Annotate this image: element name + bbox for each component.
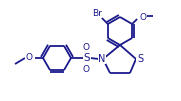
- Text: O: O: [83, 43, 89, 52]
- Text: O: O: [83, 65, 89, 74]
- Text: S: S: [137, 54, 143, 64]
- Text: N: N: [98, 54, 106, 64]
- Text: Br: Br: [92, 8, 102, 17]
- Text: S: S: [84, 53, 90, 63]
- Text: O: O: [140, 13, 147, 22]
- Text: O: O: [26, 54, 33, 63]
